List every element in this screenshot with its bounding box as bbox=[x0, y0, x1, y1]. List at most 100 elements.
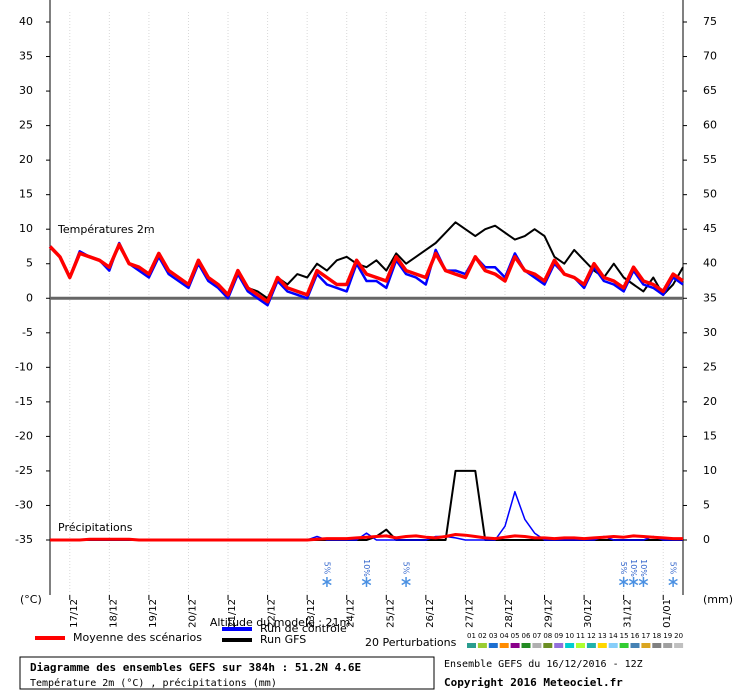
y2-tick-label: 30 bbox=[703, 326, 717, 339]
y-tick-label: -35 bbox=[15, 533, 33, 546]
snow-label: 10% bbox=[629, 559, 638, 577]
perturbation-swatch bbox=[641, 643, 651, 648]
snow-icon bbox=[322, 577, 332, 587]
perturbation-swatch bbox=[554, 643, 564, 648]
snow-icon-stroke bbox=[628, 578, 639, 586]
y2-tick-label: 65 bbox=[703, 84, 717, 97]
x-tick-label: 01/01 bbox=[662, 599, 673, 628]
snow-icon bbox=[668, 577, 678, 587]
snow-icon bbox=[401, 577, 411, 587]
x-tick-label: 18/12 bbox=[108, 599, 119, 628]
y2-tick-label: 40 bbox=[703, 257, 717, 270]
y2-unit: (mm) bbox=[703, 593, 732, 606]
x-tick-label: 30/12 bbox=[583, 599, 594, 628]
y-tick-label: -15 bbox=[15, 395, 33, 408]
perturbation-swatch bbox=[543, 643, 553, 648]
y2-tick-label: 45 bbox=[703, 222, 717, 235]
perturbation-label: 19 bbox=[663, 632, 672, 640]
perturbation-swatch bbox=[586, 643, 596, 648]
run-info: Ensemble GEFS du 16/12/2016 - 12Z bbox=[444, 659, 643, 670]
altitude: Altitude du modele : 21m bbox=[210, 616, 350, 629]
perturbation-label: 15 bbox=[620, 632, 629, 640]
y2-tick-label: 70 bbox=[703, 50, 717, 63]
y-tick-label: -25 bbox=[15, 464, 33, 477]
perturbations-label: 20 Perturbations bbox=[365, 636, 457, 649]
y-tick-label: 15 bbox=[19, 188, 33, 201]
x-tick-label: 21/12 bbox=[227, 599, 238, 628]
y-tick-label: 35 bbox=[19, 50, 33, 63]
legend-label: Run de contrôle bbox=[260, 622, 347, 635]
snow-icon-stroke bbox=[361, 578, 372, 586]
y-tick-label: -20 bbox=[15, 429, 33, 442]
x-tick-label: 22/12 bbox=[267, 599, 278, 628]
snow-label: 5% bbox=[322, 562, 331, 575]
perturbation-label: 08 bbox=[543, 632, 552, 640]
y2-tick-label: 0 bbox=[703, 533, 710, 546]
temp-line bbox=[48, 242, 685, 304]
snow-icon-stroke bbox=[638, 578, 649, 586]
x-tick-label: 25/12 bbox=[385, 599, 396, 628]
x-tick-label: 24/12 bbox=[346, 599, 357, 628]
y2-tick-label: 35 bbox=[703, 291, 717, 304]
snow-icon bbox=[638, 577, 649, 587]
y2-tick-label: 5 bbox=[703, 498, 710, 511]
x-tick-label: 28/12 bbox=[504, 599, 515, 628]
temp-label: Températures 2m bbox=[57, 223, 155, 236]
y2-tick-label: 75 bbox=[703, 15, 717, 28]
snow-icon-stroke bbox=[668, 578, 678, 586]
y-tick-label: -30 bbox=[15, 498, 33, 511]
perturbation-swatch bbox=[663, 643, 673, 648]
perturbation-label: 17 bbox=[641, 632, 650, 640]
precip-line bbox=[50, 469, 683, 541]
perturbation-swatch bbox=[630, 643, 640, 648]
perturbation-label: 02 bbox=[478, 632, 487, 640]
subtitle: Température 2m (°C) , précipitations (mm… bbox=[30, 677, 277, 689]
snow-icon bbox=[628, 577, 639, 587]
perturbation-swatch bbox=[597, 643, 607, 648]
y-unit: (°C) bbox=[20, 593, 42, 606]
snow-icon-stroke bbox=[401, 578, 411, 586]
perturbation-swatch bbox=[532, 643, 542, 648]
snow-label: 5% bbox=[619, 562, 628, 575]
perturbation-swatch bbox=[608, 643, 618, 648]
y2-tick-label: 20 bbox=[703, 395, 717, 408]
y2-tick-label: 15 bbox=[703, 429, 717, 442]
perturbation-swatch bbox=[652, 643, 662, 648]
perturbation-label: 13 bbox=[598, 632, 607, 640]
y2-tick-label: 60 bbox=[703, 119, 717, 132]
perturbation-label: 05 bbox=[511, 632, 520, 640]
y2-tick-label: 55 bbox=[703, 153, 717, 166]
perturbation-swatch bbox=[619, 643, 629, 648]
y-tick-label: -10 bbox=[15, 360, 33, 373]
snow-icon bbox=[361, 577, 372, 587]
snow-icon-stroke bbox=[322, 578, 332, 586]
y2-tick-label: 10 bbox=[703, 464, 717, 477]
snow-label: 10% bbox=[362, 559, 371, 577]
perturbation-label: 16 bbox=[631, 632, 640, 640]
snow-label: 5% bbox=[669, 562, 678, 575]
snow-label: 10% bbox=[639, 559, 648, 577]
perturbation-swatch bbox=[467, 643, 476, 648]
perturbation-swatch bbox=[565, 643, 575, 648]
perturbation-label: 06 bbox=[522, 632, 531, 640]
y-tick-label: 5 bbox=[26, 257, 33, 270]
perturbation-label: 20 bbox=[674, 632, 683, 640]
x-tick-label: 17/12 bbox=[69, 599, 80, 628]
perturbation-swatch bbox=[488, 643, 498, 648]
y2-tick-label: 25 bbox=[703, 360, 717, 373]
legend-label: Run GFS bbox=[260, 633, 306, 646]
snow-label: 5% bbox=[402, 562, 411, 575]
precip-line bbox=[50, 533, 683, 542]
perturbation-swatch bbox=[674, 643, 684, 648]
y-tick-label: 30 bbox=[19, 84, 33, 97]
perturbation-label: 10 bbox=[565, 632, 574, 640]
perturbation-swatch bbox=[576, 643, 585, 648]
x-tick-label: 29/12 bbox=[544, 599, 555, 628]
perturbation-label: 04 bbox=[500, 632, 509, 640]
snow-icon-stroke bbox=[618, 578, 629, 586]
perturbation-label: 18 bbox=[652, 632, 661, 640]
perturbation-label: 09 bbox=[554, 632, 563, 640]
copyright: Copyright 2016 Meteociel.fr bbox=[444, 676, 623, 689]
snow-icon bbox=[618, 577, 629, 587]
